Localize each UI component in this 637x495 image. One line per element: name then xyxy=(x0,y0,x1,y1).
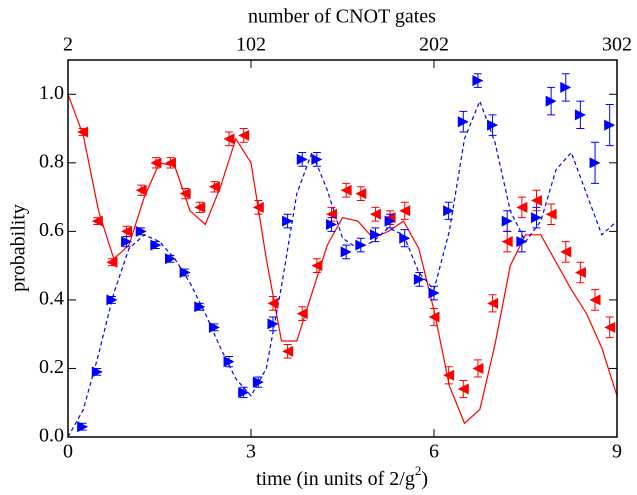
x2-tick-label: 302 xyxy=(602,34,632,56)
marker xyxy=(516,236,528,248)
marker xyxy=(443,205,455,217)
marker xyxy=(487,297,499,309)
x-label-part: ) xyxy=(421,468,428,490)
x-tick-label: 6 xyxy=(429,441,439,463)
marker xyxy=(91,366,103,378)
marker xyxy=(589,157,601,169)
x-axis-label: time (in units of 2/g2) xyxy=(256,463,428,490)
marker xyxy=(77,421,89,433)
marker xyxy=(326,219,338,231)
x2-tick-label: 102 xyxy=(236,34,266,56)
marker xyxy=(457,116,469,128)
marker xyxy=(472,75,484,87)
marker xyxy=(574,109,586,121)
marker xyxy=(223,356,235,368)
marker xyxy=(135,184,147,196)
marker xyxy=(223,133,235,145)
marker xyxy=(150,157,162,169)
marker xyxy=(369,229,381,241)
marker xyxy=(560,81,572,93)
marker xyxy=(604,119,616,131)
marker xyxy=(282,345,294,357)
marker xyxy=(106,294,118,306)
marker xyxy=(487,119,499,131)
y-tick-label: 0.0 xyxy=(39,425,64,447)
marker xyxy=(311,260,323,272)
marker xyxy=(501,236,513,248)
marker xyxy=(457,383,469,395)
x-tick-label: 9 xyxy=(612,441,622,463)
marker xyxy=(282,215,294,227)
marker xyxy=(252,376,264,388)
marker xyxy=(208,181,220,193)
marker xyxy=(326,208,338,220)
marker xyxy=(545,95,557,107)
marker xyxy=(164,253,176,265)
x2-axis-label: number of CNOT gates xyxy=(248,6,436,28)
x2-tick-label: 202 xyxy=(419,34,449,56)
marker xyxy=(179,266,191,278)
marker xyxy=(545,208,557,220)
marker xyxy=(530,212,542,224)
y-tick-label: 1.0 xyxy=(39,82,64,104)
marker xyxy=(413,273,425,285)
marker xyxy=(574,266,586,278)
marker xyxy=(164,157,176,169)
marker xyxy=(179,188,191,200)
x-label-part: time (in units of 2/g xyxy=(256,468,415,490)
marker xyxy=(135,225,147,237)
marker xyxy=(443,369,455,381)
marker xyxy=(238,129,250,141)
marker xyxy=(530,195,542,207)
plot-frame xyxy=(67,59,618,438)
marker xyxy=(150,239,162,251)
y-axis-label: probability xyxy=(8,204,30,292)
marker xyxy=(589,294,601,306)
marker xyxy=(340,184,352,196)
marker xyxy=(311,153,323,165)
y-tick-label: 0.2 xyxy=(39,356,64,378)
x-label-sup: 2 xyxy=(415,463,422,478)
marker xyxy=(238,386,250,398)
x-tick-label: 0 xyxy=(63,441,73,463)
marker xyxy=(516,201,528,213)
marker xyxy=(369,208,381,220)
marker xyxy=(106,256,118,268)
y-tick-label: 0.4 xyxy=(39,288,64,310)
curve xyxy=(67,99,618,438)
marker xyxy=(194,301,206,313)
marker xyxy=(121,236,133,248)
marker xyxy=(208,321,220,333)
marker xyxy=(267,318,279,330)
y-tick-label: 0.6 xyxy=(39,219,64,241)
marker xyxy=(355,239,367,251)
marker xyxy=(77,126,89,138)
marker xyxy=(560,246,572,258)
marker xyxy=(340,246,352,258)
marker xyxy=(194,201,206,213)
marker xyxy=(604,321,616,333)
marker xyxy=(399,205,411,217)
x-tick-label: 3 xyxy=(246,441,256,463)
marker xyxy=(296,308,308,320)
marker xyxy=(91,215,103,227)
marker xyxy=(472,362,484,374)
marker xyxy=(267,297,279,309)
marker xyxy=(428,287,440,299)
marker xyxy=(501,215,513,227)
x2-tick-label: 2 xyxy=(63,34,73,56)
marker xyxy=(252,201,264,213)
marker xyxy=(296,153,308,165)
marker xyxy=(428,311,440,323)
marker xyxy=(121,225,133,237)
marker xyxy=(355,188,367,200)
marker xyxy=(399,232,411,244)
marker xyxy=(384,215,396,227)
y-tick-label: 0.8 xyxy=(39,150,64,172)
